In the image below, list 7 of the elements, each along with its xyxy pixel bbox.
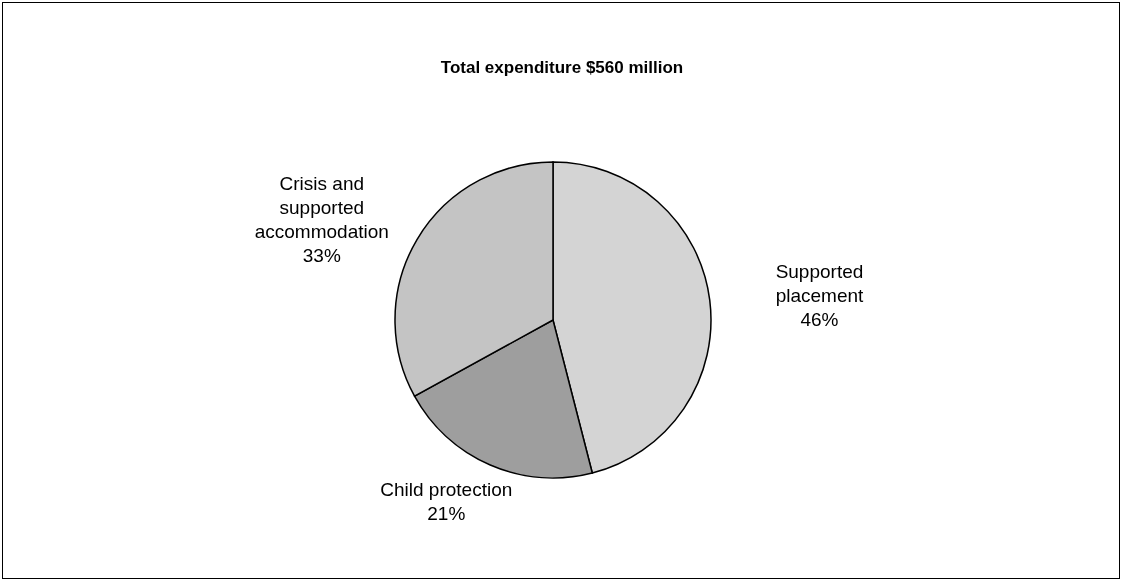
data-label: 46%: [800, 308, 839, 330]
chart-title: Total expenditure $560 million: [439, 58, 685, 78]
data-label: 21%: [427, 502, 466, 524]
data-label: 33%: [302, 244, 341, 266]
slice-label: Crisis and supported accommodation: [254, 172, 389, 242]
slice-label: Child protection: [380, 478, 513, 500]
slice-label: Supported placement: [775, 260, 865, 306]
